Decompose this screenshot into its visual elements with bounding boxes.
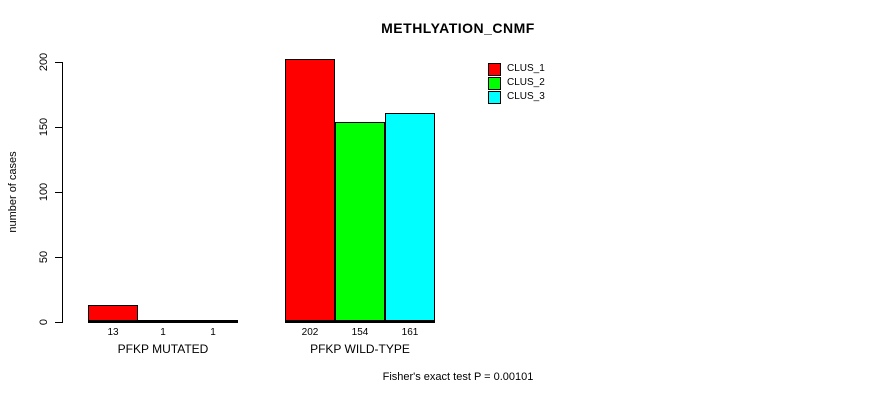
y-tick-mark bbox=[55, 257, 63, 258]
annotation-text: Fisher's exact test P = 0.00101 bbox=[382, 371, 534, 383]
legend-item: CLUS_1 bbox=[488, 62, 545, 76]
chart-title: METHLYATION_CNMF bbox=[381, 20, 535, 36]
legend-swatch-clus_1 bbox=[488, 62, 501, 76]
bar-value-label: 13 bbox=[107, 327, 119, 338]
bar-value-label: 1 bbox=[160, 327, 166, 338]
y-tick-label: 50 bbox=[38, 250, 50, 264]
legend-item: CLUS_3 bbox=[488, 90, 545, 104]
legend-swatch-clus_2 bbox=[488, 76, 501, 90]
category-label: PFKP WILD-TYPE bbox=[310, 342, 410, 356]
x-axis-baseline bbox=[285, 320, 435, 323]
y-tick-label: 200 bbox=[38, 52, 50, 72]
y-tick-label: 150 bbox=[38, 117, 50, 137]
legend-label: CLUS_1 bbox=[507, 63, 545, 74]
y-tick-label: 100 bbox=[38, 182, 50, 202]
y-tick-label: 0 bbox=[38, 318, 50, 326]
y-tick-mark bbox=[55, 322, 63, 323]
y-axis-title: number of cases bbox=[7, 151, 19, 233]
legend-swatch-clus_3 bbox=[488, 90, 501, 104]
y-tick-mark bbox=[55, 62, 63, 63]
y-tick-mark bbox=[55, 192, 63, 193]
legend-label: CLUS_3 bbox=[507, 91, 545, 102]
bar-clus_2 bbox=[335, 122, 385, 322]
y-tick-mark bbox=[55, 127, 63, 128]
bar-value-label: 202 bbox=[301, 327, 319, 338]
bar-clus_3 bbox=[385, 113, 435, 322]
legend: CLUS_1 CLUS_2 CLUS_3 bbox=[488, 62, 545, 104]
legend-item: CLUS_2 bbox=[488, 76, 545, 90]
category-label: PFKP MUTATED bbox=[117, 342, 209, 356]
bar-value-label: 1 bbox=[210, 327, 216, 338]
bar-value-label: 161 bbox=[401, 327, 419, 338]
bar-clus_1 bbox=[285, 59, 335, 322]
x-axis-baseline bbox=[88, 320, 238, 323]
bar-value-label: 154 bbox=[351, 327, 369, 338]
legend-label: CLUS_2 bbox=[507, 77, 545, 88]
